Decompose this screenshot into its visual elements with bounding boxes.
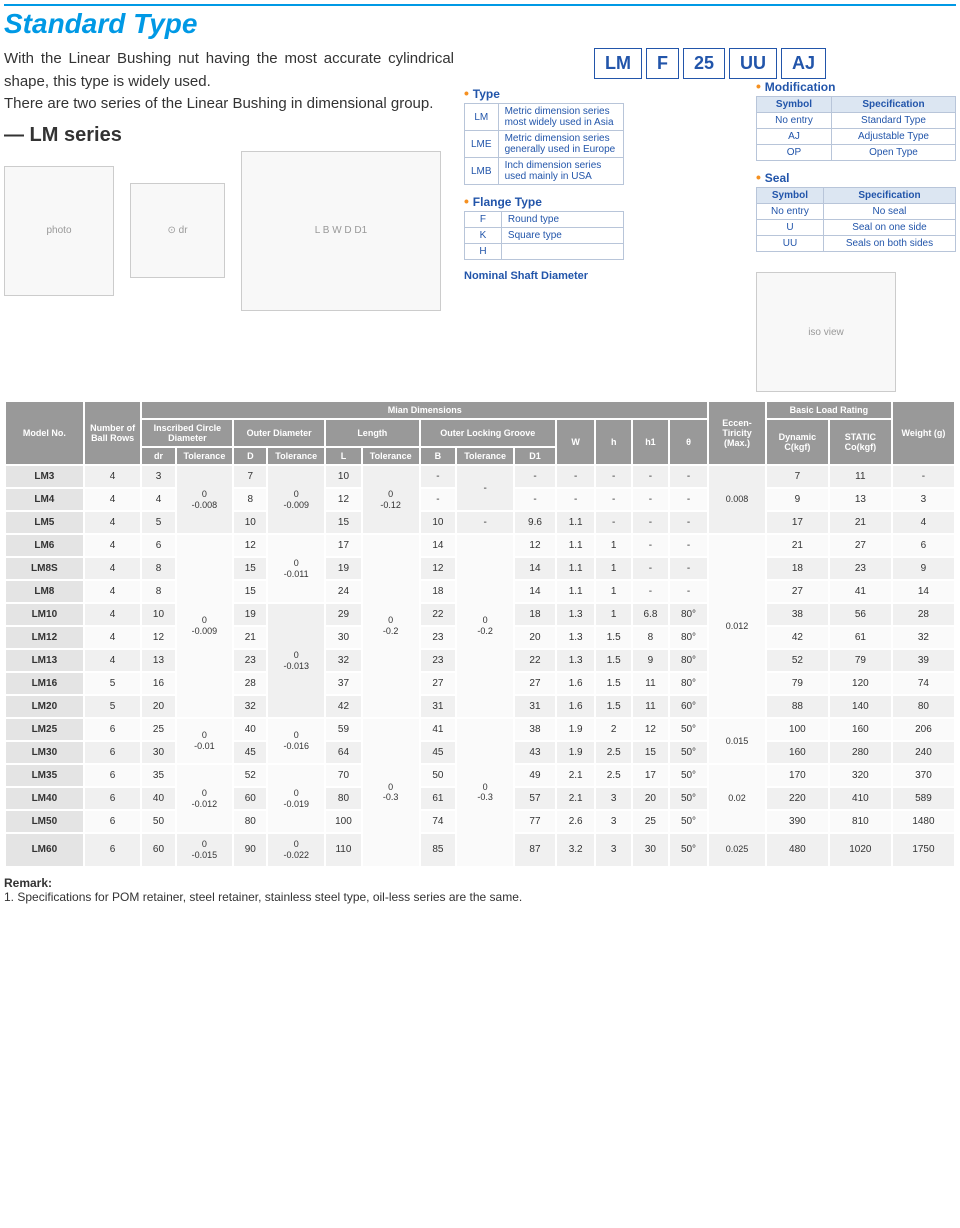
mod-desc-1: Adjustable Type — [831, 129, 955, 145]
page-title: Standard Type — [4, 4, 956, 40]
th-W: W — [556, 419, 595, 465]
seal-sym-0: No entry — [757, 204, 824, 220]
code-part-4: AJ — [781, 48, 826, 79]
seal-desc-2: Seals on both sides — [823, 236, 955, 252]
mod-desc-0: Standard Type — [831, 113, 955, 129]
th-D1: D1 — [514, 447, 556, 465]
code-part-2: 25 — [683, 48, 725, 79]
flange-legend-title: Flange Type — [464, 193, 624, 209]
remark-title: Remark: — [4, 876, 52, 890]
th-tol1: Tolerance — [176, 447, 234, 465]
flange-sym-0: F — [465, 212, 502, 228]
mod-desc-2: Open Type — [831, 145, 955, 161]
remark: Remark: 1. Specifications for POM retain… — [4, 876, 956, 904]
th-tol4: Tolerance — [456, 447, 514, 465]
th-B: B — [420, 447, 457, 465]
table-row: LM545101510-9.61.1---17214 — [5, 511, 955, 534]
seal-sym-1: U — [757, 220, 824, 236]
th-tol2: Tolerance — [267, 447, 325, 465]
remark-1: 1. Specifications for POM retainer, stee… — [4, 890, 522, 904]
seal-sym-2: UU — [757, 236, 824, 252]
bushing-iso-diagram: iso view — [756, 272, 896, 392]
mod-col-1: Specification — [831, 97, 955, 113]
th-groove: Outer Locking Groove — [420, 419, 556, 447]
dimension-diagram: L B W D D1 — [241, 151, 441, 311]
th-tol3: Tolerance — [362, 447, 420, 465]
mod-legend: Modification SymbolSpecification No entr… — [756, 78, 956, 161]
type-desc-1: Metric dimension series generally used i… — [498, 131, 623, 158]
code-part-1: F — [646, 48, 679, 79]
th-dr: dr — [141, 447, 175, 465]
th-theta: θ — [669, 419, 708, 465]
flange-sym-2: H — [465, 244, 502, 260]
th-load: Basic Load Rating — [766, 401, 892, 419]
th-inscribed: Inscribed Circle Diameter — [141, 419, 233, 447]
table-row: LM256250 -0.01400 -0.016590 -0.3410 -0.3… — [5, 718, 955, 741]
spec-table: Model No. Number of Ball Rows Mian Dimen… — [4, 400, 956, 868]
bushing-photo: photo — [4, 166, 114, 296]
mod-sym-1: AJ — [757, 129, 832, 145]
th-rows: Number of Ball Rows — [84, 401, 142, 465]
type-legend: Type LMMetric dimension series most wide… — [464, 85, 624, 185]
intro-p2: There are two series of the Linear Bushi… — [4, 93, 454, 116]
th-model: Model No. — [5, 401, 84, 465]
flange-desc-1: Square type — [501, 228, 623, 244]
th-h: h — [595, 419, 632, 465]
top-section: With the Linear Bushing nut having the m… — [4, 48, 956, 392]
type-sym-2: LMB — [465, 158, 499, 185]
th-stat: STATIC Co(kgf) — [829, 419, 892, 465]
seal-legend: Seal SymbolSpecification No entryNo seal… — [756, 169, 956, 252]
th-length: Length — [325, 419, 419, 447]
th-weight: Weight (g) — [892, 401, 955, 465]
type-desc-2: Inch dimension series used mainly in USA — [498, 158, 623, 185]
type-sym-0: LM — [465, 104, 499, 131]
code-boxes: LM F 25 UU AJ — [594, 48, 874, 79]
th-outerd: Outer Diameter — [233, 419, 325, 447]
series-label: — LM series — [4, 124, 454, 147]
cross-section-diagram: ⊙ dr — [130, 183, 225, 278]
flange-sym-1: K — [465, 228, 502, 244]
code-part-0: LM — [594, 48, 642, 79]
seal-desc-0: No seal — [823, 204, 955, 220]
table-row: LM3430 -0.00870 -0.009100 -0.12-------0.… — [5, 465, 955, 488]
nominal-label: Nominal Shaft Diameter — [464, 270, 624, 282]
seal-legend-title: Seal — [756, 169, 956, 185]
seal-col-1: Specification — [823, 188, 955, 204]
type-sym-1: LME — [465, 131, 499, 158]
type-desc-0: Metric dimension series most widely used… — [498, 104, 623, 131]
intro-p1: With the Linear Bushing nut having the m… — [4, 48, 454, 93]
code-part-3: UU — [729, 48, 777, 79]
mod-sym-2: OP — [757, 145, 832, 161]
flange-desc-0: Round type — [501, 212, 623, 228]
th-h1: h1 — [632, 419, 669, 465]
flange-legend: Flange Type FRound type KSquare type H — [464, 193, 624, 260]
mod-sym-0: No entry — [757, 113, 832, 129]
th-ecc: Eccen-Tiricity (Max.) — [708, 401, 766, 465]
flange-desc-2 — [501, 244, 623, 260]
mod-legend-title: Modification — [756, 78, 956, 94]
th-L: L — [325, 447, 362, 465]
seal-desc-1: Seal on one side — [823, 220, 955, 236]
th-D: D — [233, 447, 267, 465]
th-main: Mian Dimensions — [141, 401, 708, 419]
seal-col-0: Symbol — [757, 188, 824, 204]
mod-col-0: Symbol — [757, 97, 832, 113]
type-legend-title: Type — [464, 85, 624, 101]
table-row: LM6460 -0.009120 -0.011170 -0.2140 -0.21… — [5, 534, 955, 557]
th-dyn: Dynamic C(kgf) — [766, 419, 829, 465]
intro-text: With the Linear Bushing nut having the m… — [4, 48, 454, 116]
